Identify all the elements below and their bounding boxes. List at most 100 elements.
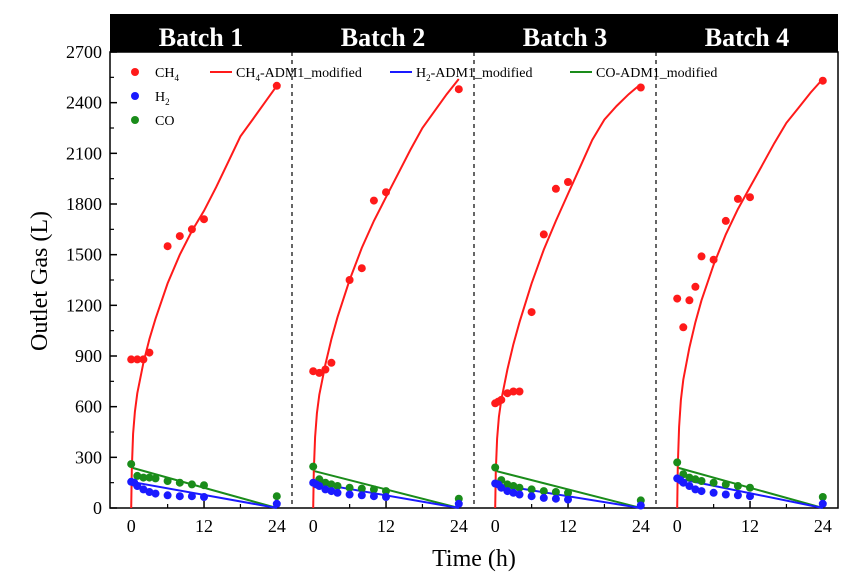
y-tick-label: 2700	[66, 42, 102, 62]
point-co	[818, 493, 827, 501]
point-h2	[382, 493, 390, 501]
point-ch4	[497, 395, 506, 404]
point-h2	[454, 499, 463, 508]
point-h2	[357, 491, 366, 500]
point-co	[491, 463, 500, 472]
point-co	[721, 480, 730, 489]
point-ch4	[321, 365, 330, 374]
point-h2	[509, 488, 518, 497]
x-tick-label: 12	[559, 516, 577, 536]
point-h2	[321, 485, 330, 494]
point-co	[733, 482, 742, 490]
point-ch4	[200, 215, 208, 224]
x-tick-label: 12	[195, 516, 213, 536]
y-tick-label: 900	[75, 346, 102, 366]
point-co	[369, 485, 378, 494]
x-tick-label: 0	[491, 516, 500, 536]
legend-label-sub: 2	[165, 97, 170, 107]
x-tick-label: 0	[127, 516, 136, 536]
point-ch4	[509, 387, 518, 396]
point-ch4	[345, 276, 354, 284]
point-co	[127, 460, 136, 469]
legend: CH4 H2 CO CH4-ADM1_modified H2-ADM1_modified…	[131, 66, 717, 129]
point-h2	[151, 489, 160, 498]
point-ch4	[503, 389, 512, 398]
point-co	[564, 488, 572, 497]
point-ch4	[721, 216, 730, 225]
legend-label: CH4	[155, 66, 179, 83]
point-h2	[527, 492, 536, 501]
point-ch4	[527, 308, 536, 317]
point-h2	[175, 492, 184, 501]
legend-label: CO	[155, 114, 174, 129]
legend-label-main: H	[155, 90, 165, 105]
legend-marker	[131, 68, 139, 76]
x-tick-label: 24	[450, 516, 468, 536]
legend-label: CH4-ADM1_modified	[236, 66, 362, 83]
point-ch4	[515, 387, 524, 396]
y-tick-label: 0	[93, 498, 102, 518]
point-co	[333, 482, 342, 490]
y-tick-label: 1800	[66, 194, 102, 214]
point-ch4	[357, 264, 366, 273]
panel-headers: Batch 1 Batch 2 Batch 3 Batch 4	[110, 14, 838, 52]
point-ch4	[175, 232, 184, 241]
point-h2	[315, 482, 324, 490]
point-co	[133, 471, 142, 480]
point-h2	[539, 493, 548, 502]
point-h2	[818, 499, 827, 508]
y-tick-label: 2400	[66, 93, 102, 113]
point-h2	[187, 492, 196, 501]
point-h2	[551, 494, 560, 503]
legend-label: H2-ADM1_modified	[416, 66, 533, 83]
point-h2	[345, 490, 354, 499]
x-tick-label: 0	[309, 516, 318, 536]
point-co	[691, 475, 700, 484]
point-ch4	[818, 76, 827, 85]
point-h2	[746, 492, 754, 501]
x-tick-label: 12	[741, 516, 759, 536]
legend-label-main: CO	[596, 66, 615, 81]
panel-header-bar	[110, 14, 838, 52]
y-tick-label: 1200	[66, 295, 102, 315]
model-line-ch4	[494, 83, 642, 509]
legend-label-rest: -ADM1_modified	[431, 66, 533, 81]
point-co	[746, 483, 754, 492]
point-co	[539, 487, 548, 496]
point-co	[527, 485, 536, 494]
point-h2	[145, 488, 154, 496]
x-tick-label: 24	[632, 516, 650, 536]
legend-marker	[131, 92, 139, 100]
point-ch4	[685, 296, 694, 305]
point-h2	[503, 487, 512, 496]
point-h2	[272, 499, 281, 508]
point-co	[151, 474, 160, 483]
point-co	[272, 492, 281, 501]
point-ch4	[636, 83, 645, 92]
point-co	[551, 488, 560, 496]
model-line-ch4	[312, 78, 460, 509]
point-co	[345, 483, 354, 492]
point-co	[382, 487, 390, 496]
point-ch4	[315, 368, 324, 377]
x-axis: 0 12 24 0 12 24 0 12 24 0 12 24	[127, 501, 832, 536]
legend-label: CO-ADM1_modified	[596, 66, 717, 81]
point-ch4	[309, 367, 318, 376]
point-h2	[679, 478, 688, 487]
point-h2	[709, 488, 718, 497]
point-h2	[369, 492, 378, 501]
point-h2	[333, 488, 342, 497]
point-h2	[636, 501, 645, 510]
y-tick-label: 1500	[66, 245, 102, 265]
point-ch4	[691, 282, 700, 291]
point-ch4	[133, 355, 142, 364]
model-line-ch4	[676, 78, 824, 509]
point-ch4	[163, 242, 172, 251]
legend-label-main: CO	[155, 114, 174, 129]
point-ch4	[327, 358, 336, 367]
point-h2	[685, 482, 694, 490]
point-ch4	[564, 178, 572, 186]
point-ch4	[272, 81, 281, 90]
legend-label-sub: 4	[174, 73, 179, 83]
